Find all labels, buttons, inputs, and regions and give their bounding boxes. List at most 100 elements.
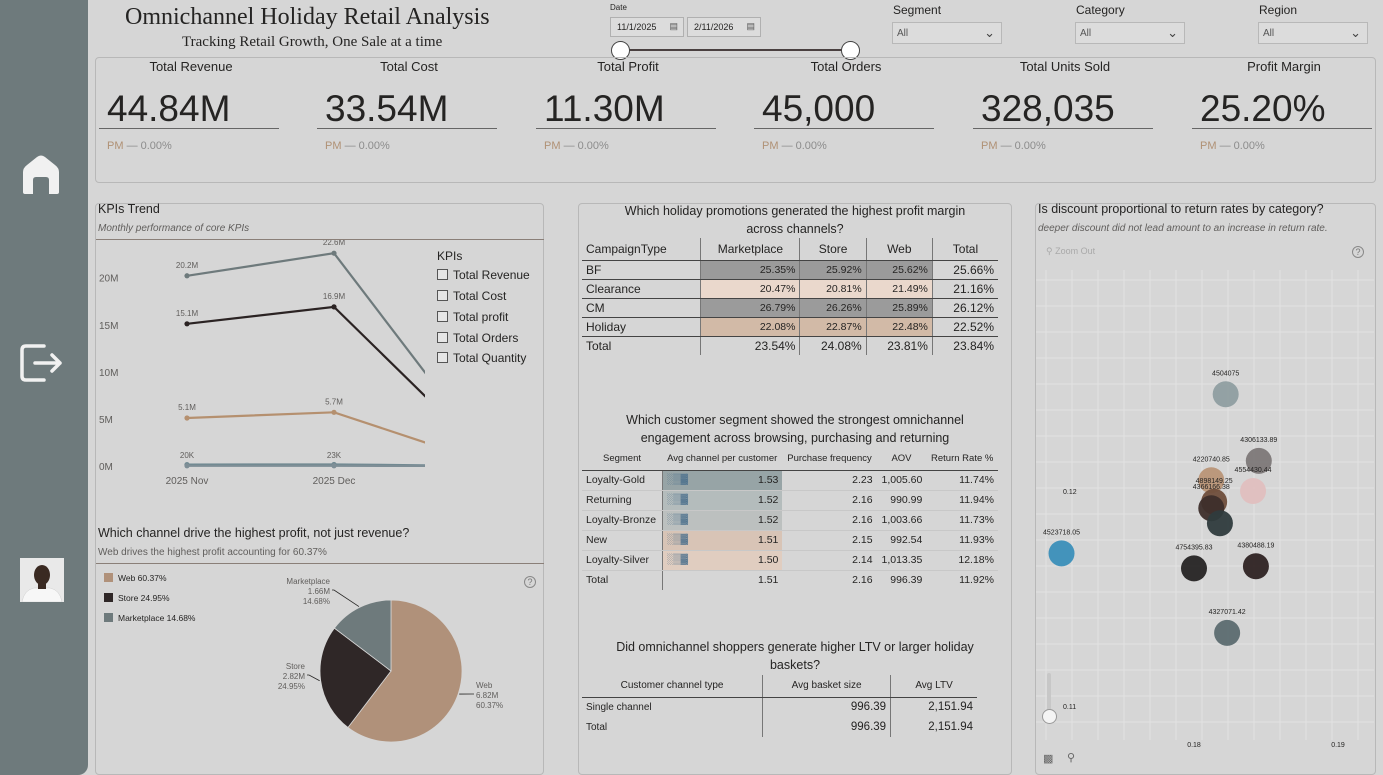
scatter-bubble[interactable] — [1206, 510, 1233, 537]
date-range-track[interactable] — [620, 49, 852, 51]
data-point[interactable] — [331, 409, 337, 415]
kpi-legend-total-orders[interactable]: Total Orders — [437, 331, 518, 345]
data-point[interactable] — [184, 321, 190, 327]
checkbox[interactable] — [437, 352, 448, 363]
pie-slice-marketplace[interactable] — [333, 599, 392, 672]
column-header[interactable]: Return Rate % — [926, 448, 998, 471]
checkbox[interactable] — [437, 332, 448, 343]
data-point[interactable] — [331, 463, 337, 469]
scatter-bubble[interactable] — [1198, 467, 1225, 494]
exit-icon[interactable] — [18, 340, 64, 386]
zoom-slider-track[interactable] — [1047, 673, 1051, 723]
row-label: Loyalty-Bronze — [582, 510, 662, 531]
kpi-legend-total-cost[interactable]: Total Cost — [437, 289, 506, 303]
data-point[interactable] — [184, 273, 190, 279]
date-start-input[interactable]: 11/1/2025 ▤ — [610, 17, 684, 37]
table-row[interactable]: Single channel 996.39 2,151.94 — [582, 697, 977, 717]
column-header[interactable]: CampaignType — [582, 238, 701, 261]
segments-table[interactable]: Segment Avg channel per customer Purchase … — [582, 448, 998, 590]
matrix-cell: 21.16% — [931, 279, 998, 299]
segments-title-line1: Which customer segment showed the strong… — [626, 413, 964, 427]
pie-legend-marketplace[interactable]: Marketplace 14.68% — [104, 613, 196, 623]
table-total-row[interactable]: Total 996.39 2,151.94 — [582, 717, 977, 737]
column-header[interactable]: Total — [931, 238, 998, 261]
date-end-input[interactable]: 2/11/2026 ▤ — [687, 17, 761, 37]
pie-legend-web[interactable]: Web 60.37% — [104, 573, 167, 583]
data-point[interactable] — [184, 463, 190, 469]
y-tick-label: 5M — [99, 415, 113, 426]
checkbox[interactable] — [437, 311, 448, 322]
legend-label: Marketplace 14.68% — [118, 613, 196, 623]
segment-dropdown[interactable]: All ⌄ — [892, 22, 1002, 44]
category-dropdown[interactable]: All ⌄ — [1075, 22, 1185, 44]
column-header[interactable]: Avg basket size — [762, 675, 891, 698]
region-dropdown[interactable]: All ⌄ — [1258, 22, 1368, 44]
table-row[interactable]: Loyalty-Gold ░▒▓ 1.53 2.23 1,005.60 11.74% — [582, 470, 998, 491]
pie-legend-store[interactable]: Store 24.95% — [104, 593, 170, 603]
pie-slice-web[interactable] — [347, 599, 463, 743]
matrix-cell: 26.26% — [799, 298, 867, 318]
legend-label: Total Quantity — [453, 351, 527, 365]
bubble-label: 4366166.38 — [1193, 484, 1230, 491]
lasso-icon[interactable]: ⚲ — [1067, 752, 1076, 764]
legend-label: Total Orders — [453, 331, 519, 345]
checkbox[interactable] — [437, 269, 448, 280]
column-header[interactable]: Avg LTV — [890, 675, 977, 698]
series-line[interactable] — [186, 251, 425, 447]
scatter-bubble[interactable] — [1212, 381, 1239, 408]
column-header[interactable]: Purchase frequency — [782, 448, 877, 471]
matrix-row[interactable]: Clearance 20.47% 20.81% 21.49% 21.16% — [582, 279, 998, 299]
column-header[interactable]: Web — [865, 238, 933, 261]
data-point[interactable] — [184, 415, 190, 421]
scatter-bubble[interactable] — [1245, 447, 1272, 474]
total-cell: 23.81% — [865, 336, 933, 355]
table-row[interactable]: Returning ░▒▓ 1.52 2.16 990.99 11.94% — [582, 490, 998, 511]
discount-scatter-chart[interactable]: 0.18 0.19 0.12 0.11 4504075 4306133.89 4220740… — [1036, 240, 1374, 772]
kpi-pm-label: PM — [107, 140, 124, 152]
scatter-bubble[interactable] — [1242, 553, 1269, 580]
avatar[interactable] — [20, 558, 64, 602]
column-header[interactable]: Customer channel type — [582, 675, 763, 698]
scatter-bubble[interactable] — [1214, 619, 1241, 646]
matrix-row[interactable]: CM 26.79% 26.26% 25.89% 26.12% — [582, 298, 998, 318]
series-line[interactable] — [186, 411, 425, 461]
date-range-end-handle[interactable] — [841, 41, 860, 60]
scatter-bubble[interactable] — [1240, 478, 1267, 504]
kpi-legend-total-revenue[interactable]: Total Revenue — [437, 268, 530, 282]
screenshot-icon[interactable]: ▩ — [1043, 753, 1054, 765]
column-header[interactable]: Avg channel per customer — [662, 448, 783, 471]
matrix-row[interactable]: BF 25.35% 25.92% 25.62% 25.66% — [582, 260, 998, 280]
matrix-row[interactable]: Holiday 22.08% 22.87% 22.48% 22.52% — [582, 317, 998, 337]
slice-category-label: Marketplace — [286, 577, 330, 586]
home-icon[interactable] — [18, 152, 64, 198]
ltv-table[interactable]: Customer channel type Avg basket size Avg … — [582, 675, 977, 737]
column-header[interactable]: Store — [799, 238, 867, 261]
table-row[interactable]: Loyalty-Bronze ░▒▓ 1.52 2.16 1,003.66 11.73% — [582, 510, 998, 531]
column-header[interactable]: AOV — [876, 448, 927, 471]
scatter-bubble[interactable] — [1181, 555, 1207, 582]
data-point[interactable] — [331, 250, 337, 256]
total-label: Total — [586, 574, 609, 587]
calendar-icon[interactable]: ▤ — [669, 21, 678, 31]
kpi-legend-total-profit[interactable]: Total profit — [437, 310, 508, 324]
date-range-start-handle[interactable] — [611, 41, 630, 60]
promotions-matrix[interactable]: CampaignType Marketplace Store Web Total BF 25… — [582, 238, 998, 355]
table-row[interactable]: New ░▒▓ 1.51 2.15 992.54 11.93% — [582, 530, 998, 551]
pie-slice-store[interactable] — [319, 627, 392, 729]
zoom-out-button[interactable]: ⚲ Zoom Out — [1046, 246, 1095, 257]
help-icon[interactable]: ? — [524, 576, 536, 588]
data-point[interactable] — [331, 304, 337, 310]
kpi-divider — [317, 128, 497, 129]
checkbox[interactable] — [437, 290, 448, 301]
help-icon[interactable]: ? — [1352, 246, 1364, 258]
column-header[interactable]: Marketplace — [700, 238, 800, 261]
table-row[interactable]: Loyalty-Silver ░▒▓ 1.50 2.14 1,013.35 12.18% — [582, 550, 998, 571]
kpi-legend-total-quantity[interactable]: Total Quantity — [437, 351, 526, 365]
row-label: New — [582, 530, 662, 551]
calendar-icon[interactable]: ▤ — [746, 21, 755, 31]
scatter-bubble[interactable] — [1048, 540, 1075, 567]
column-header[interactable]: Segment — [582, 448, 662, 471]
zoom-slider-handle[interactable] — [1042, 709, 1057, 724]
